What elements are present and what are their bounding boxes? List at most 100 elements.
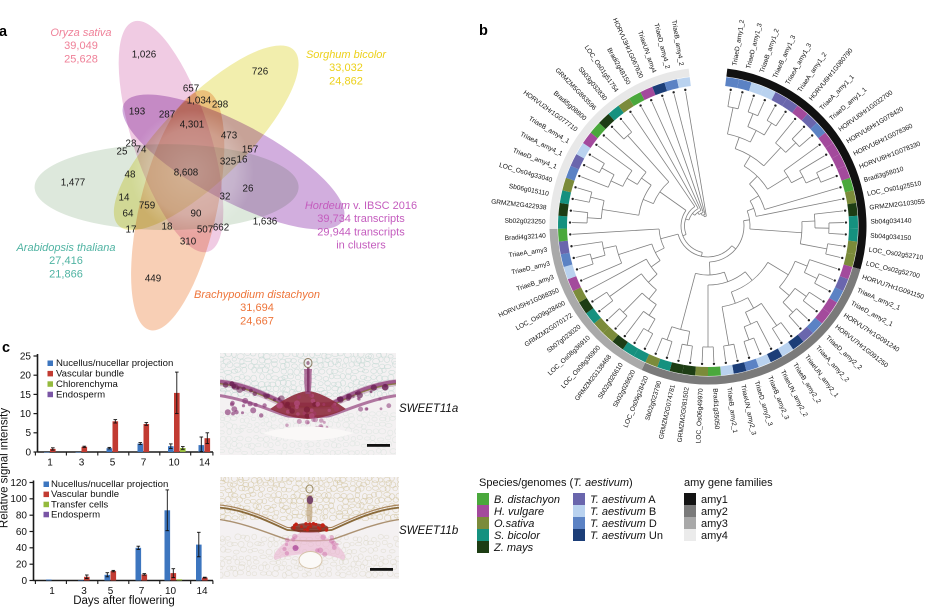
svg-text:80: 80: [16, 511, 28, 522]
svg-text:10: 10: [20, 409, 32, 420]
svg-text:Z. mays: Z. mays: [493, 542, 534, 554]
svg-text:39,049: 39,049: [64, 40, 98, 52]
svg-text:298: 298: [212, 99, 229, 110]
svg-text:Bradi1g35050: Bradi1g35050: [711, 388, 720, 430]
svg-text:48: 48: [125, 169, 136, 180]
svg-text:10: 10: [165, 586, 177, 597]
svg-text:14: 14: [119, 192, 130, 203]
svg-text:Sorghum bicolor: Sorghum bicolor: [306, 49, 387, 61]
svg-text:473: 473: [221, 130, 238, 141]
svg-text:3: 3: [81, 586, 87, 597]
svg-text:O.sativa: O.sativa: [494, 518, 534, 530]
svg-text:21,866: 21,866: [49, 268, 83, 280]
svg-text:4,301: 4,301: [180, 119, 205, 130]
svg-text:Relative signal intensity: Relative signal intensity: [0, 408, 11, 528]
svg-text:Transfer cells: Transfer cells: [51, 499, 108, 510]
svg-text:90: 90: [191, 208, 202, 219]
svg-text:T. aestivum A: T. aestivum A: [590, 494, 656, 506]
svg-text:15: 15: [20, 390, 32, 401]
svg-text:7: 7: [139, 586, 145, 597]
svg-text:507: 507: [197, 224, 213, 235]
svg-text:SWEET11b: SWEET11b: [399, 525, 459, 537]
svg-text:Endosperm: Endosperm: [56, 389, 105, 400]
svg-text:325: 325: [220, 156, 237, 167]
svg-text:Arabidopsis thaliana: Arabidopsis thaliana: [15, 242, 115, 254]
svg-text:b: b: [479, 23, 488, 39]
svg-text:Vascular bundle: Vascular bundle: [51, 489, 119, 500]
svg-text:Nucellus/nucellar projection: Nucellus/nucellar projection: [56, 358, 173, 369]
svg-text:Species/genomes (T. aestivum): Species/genomes (T. aestivum): [479, 477, 633, 489]
svg-text:287: 287: [159, 109, 175, 120]
svg-text:1,026: 1,026: [132, 49, 157, 60]
svg-text:28: 28: [126, 138, 137, 149]
svg-text:T. aestivum Un: T. aestivum Un: [590, 530, 663, 542]
svg-text:T. aestivum B: T. aestivum B: [590, 506, 656, 518]
svg-text:amy gene families: amy gene families: [684, 477, 773, 489]
svg-text:Bradi4g32140: Bradi4g32140: [505, 233, 547, 243]
svg-text:120: 120: [10, 478, 27, 489]
svg-text:64: 64: [123, 208, 134, 219]
svg-text:0: 0: [25, 447, 31, 458]
svg-text:amy3: amy3: [701, 518, 728, 530]
svg-text:T. aestivum D: T. aestivum D: [590, 518, 657, 530]
svg-text:Sb04g034150: Sb04g034150: [870, 233, 912, 243]
svg-text:726: 726: [252, 66, 269, 77]
svg-text:Sb04g034140: Sb04g034140: [870, 218, 912, 226]
svg-text:25: 25: [117, 146, 128, 157]
svg-text:amy4: amy4: [701, 530, 728, 542]
svg-text:662: 662: [213, 222, 229, 233]
svg-text:16: 16: [237, 154, 248, 165]
svg-text:157: 157: [242, 144, 258, 155]
svg-text:39,734 transcripts: 39,734 transcripts: [317, 213, 405, 225]
svg-text:LOC_Os06g49970: LOC_Os06g49970: [695, 388, 704, 444]
svg-text:60: 60: [16, 527, 28, 538]
svg-text:657: 657: [183, 83, 199, 94]
svg-text:32: 32: [220, 191, 231, 202]
svg-text:Endosperm: Endosperm: [51, 509, 100, 520]
svg-text:31,694: 31,694: [240, 302, 274, 314]
svg-text:24,667: 24,667: [240, 315, 274, 327]
svg-text:10: 10: [168, 458, 180, 469]
svg-text:26: 26: [243, 183, 254, 194]
svg-text:S. bicolor: S. bicolor: [494, 530, 541, 542]
svg-text:B. distachyon: B. distachyon: [494, 494, 560, 506]
svg-text:17: 17: [126, 224, 137, 235]
svg-text:25: 25: [20, 351, 32, 362]
svg-text:14: 14: [199, 458, 211, 469]
svg-text:Brachypodium distachyon: Brachypodium distachyon: [194, 289, 320, 301]
svg-text:Nucellus/nucellar projection: Nucellus/nucellar projection: [51, 479, 168, 490]
svg-text:193: 193: [129, 106, 146, 117]
svg-text:0: 0: [21, 576, 27, 587]
svg-text:29,944 transcripts: 29,944 transcripts: [317, 226, 405, 238]
svg-text:449: 449: [145, 273, 161, 284]
svg-text:3: 3: [79, 458, 85, 469]
svg-text:33,032: 33,032: [329, 62, 363, 74]
svg-text:amy2: amy2: [701, 506, 728, 518]
svg-text:Oryza sativa: Oryza sativa: [50, 27, 111, 39]
svg-text:1: 1: [47, 458, 53, 469]
svg-text:Vascular bundle: Vascular bundle: [56, 369, 124, 380]
svg-text:20: 20: [16, 560, 28, 571]
svg-text:100: 100: [10, 494, 27, 505]
svg-text:Chlorenchyma: Chlorenchyma: [56, 379, 119, 390]
svg-text:8,608: 8,608: [174, 167, 199, 178]
svg-text:24,862: 24,862: [329, 75, 363, 87]
svg-text:27,416: 27,416: [49, 255, 83, 267]
svg-text:amy1: amy1: [701, 494, 728, 506]
svg-text:in clusters: in clusters: [336, 240, 386, 252]
svg-text:1,034: 1,034: [187, 95, 212, 106]
svg-text:SWEET11a: SWEET11a: [399, 403, 458, 415]
svg-text:18: 18: [162, 221, 173, 232]
svg-text:H. vulgare: H. vulgare: [494, 506, 544, 518]
svg-text:310: 310: [180, 236, 197, 247]
svg-text:7: 7: [141, 458, 147, 469]
svg-text:5: 5: [108, 586, 114, 597]
svg-text:20: 20: [20, 371, 32, 382]
svg-text:Hordeum v. IBSC 2016: Hordeum v. IBSC 2016: [305, 200, 417, 212]
svg-text:1,636: 1,636: [253, 216, 278, 227]
svg-text:5: 5: [110, 458, 116, 469]
svg-text:1: 1: [49, 586, 55, 597]
svg-text:25,628: 25,628: [64, 53, 98, 65]
svg-text:1,477: 1,477: [61, 177, 86, 188]
svg-text:14: 14: [196, 586, 208, 597]
